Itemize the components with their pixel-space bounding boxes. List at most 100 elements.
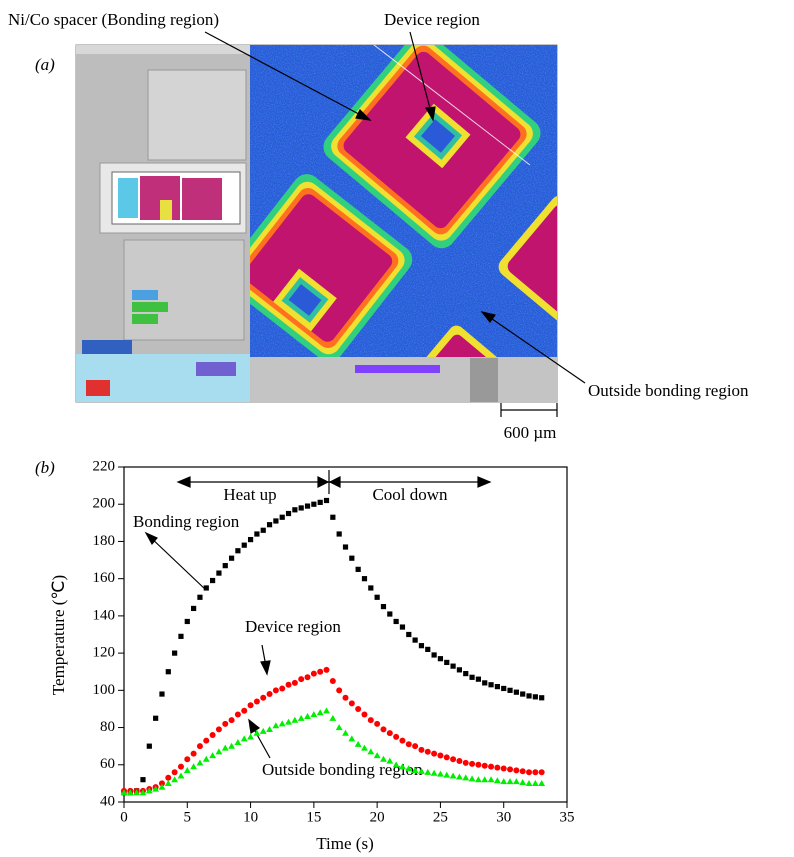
point <box>501 685 507 692</box>
point <box>210 577 216 584</box>
point <box>253 698 260 705</box>
point <box>475 676 481 682</box>
point <box>291 679 298 686</box>
point <box>254 531 260 537</box>
point <box>278 720 286 727</box>
point <box>431 652 437 658</box>
point <box>430 769 438 776</box>
point <box>513 767 520 774</box>
point <box>196 743 203 750</box>
point <box>273 518 279 524</box>
point <box>526 693 532 699</box>
point <box>190 750 197 757</box>
x-tick-label: 20 <box>370 809 385 825</box>
point <box>177 763 184 770</box>
point <box>222 563 228 569</box>
y-tick-label: 160 <box>93 570 116 586</box>
point <box>469 674 475 680</box>
point <box>317 499 323 505</box>
scale-bar-label: 600 µm <box>504 423 557 442</box>
point <box>297 714 305 721</box>
point <box>507 766 514 773</box>
point <box>228 717 235 724</box>
point <box>405 765 413 772</box>
point <box>171 776 179 783</box>
point <box>500 778 508 785</box>
point <box>178 633 184 639</box>
point <box>272 687 279 694</box>
point <box>349 555 355 561</box>
point <box>380 726 387 733</box>
point <box>184 756 191 763</box>
point <box>481 776 489 783</box>
point <box>494 684 500 690</box>
x-tick-label: 5 <box>184 809 192 825</box>
point <box>247 702 254 709</box>
point <box>215 726 222 733</box>
point <box>487 776 495 783</box>
point <box>222 720 229 727</box>
point <box>520 691 526 697</box>
point <box>411 766 419 773</box>
point <box>449 772 457 779</box>
point <box>374 720 381 727</box>
point <box>418 767 425 774</box>
point <box>380 755 387 762</box>
panel-label: (a) <box>35 55 55 74</box>
point <box>140 777 146 783</box>
point <box>323 707 330 714</box>
point <box>456 773 463 780</box>
point <box>399 763 406 770</box>
y-tick-label: 80 <box>100 719 115 735</box>
point <box>279 685 286 692</box>
point <box>443 754 450 761</box>
point <box>361 744 368 751</box>
point <box>437 752 444 759</box>
point <box>519 779 527 786</box>
point <box>374 594 380 600</box>
x-tick-label: 35 <box>560 809 575 825</box>
point <box>209 732 216 738</box>
point <box>298 676 305 683</box>
point <box>310 711 318 718</box>
point <box>367 717 374 724</box>
point <box>152 785 160 792</box>
point <box>361 576 368 582</box>
point <box>355 566 361 572</box>
point <box>216 570 222 576</box>
point <box>367 748 375 755</box>
x-tick-label: 25 <box>433 809 448 825</box>
point <box>158 780 165 787</box>
point <box>418 746 425 753</box>
point <box>253 729 261 736</box>
point <box>368 585 374 591</box>
chart-arrows <box>144 470 492 759</box>
point <box>532 769 539 776</box>
point <box>506 778 514 785</box>
point <box>260 694 267 701</box>
point <box>183 766 191 773</box>
point <box>519 768 526 775</box>
point <box>260 527 266 533</box>
y-tick-label: 60 <box>100 756 115 772</box>
point <box>330 514 336 520</box>
point <box>437 656 444 662</box>
point <box>316 709 324 716</box>
point <box>513 689 519 695</box>
point <box>191 605 197 612</box>
point <box>336 531 342 537</box>
point <box>172 650 178 656</box>
point <box>412 743 419 750</box>
point <box>399 737 406 744</box>
point <box>538 769 545 776</box>
point <box>323 497 330 504</box>
point <box>525 779 533 786</box>
point <box>488 763 495 770</box>
point <box>532 694 538 700</box>
point <box>272 722 280 729</box>
point <box>234 739 242 746</box>
point <box>221 744 229 751</box>
point <box>393 618 399 625</box>
point <box>165 774 172 781</box>
point <box>399 624 406 630</box>
